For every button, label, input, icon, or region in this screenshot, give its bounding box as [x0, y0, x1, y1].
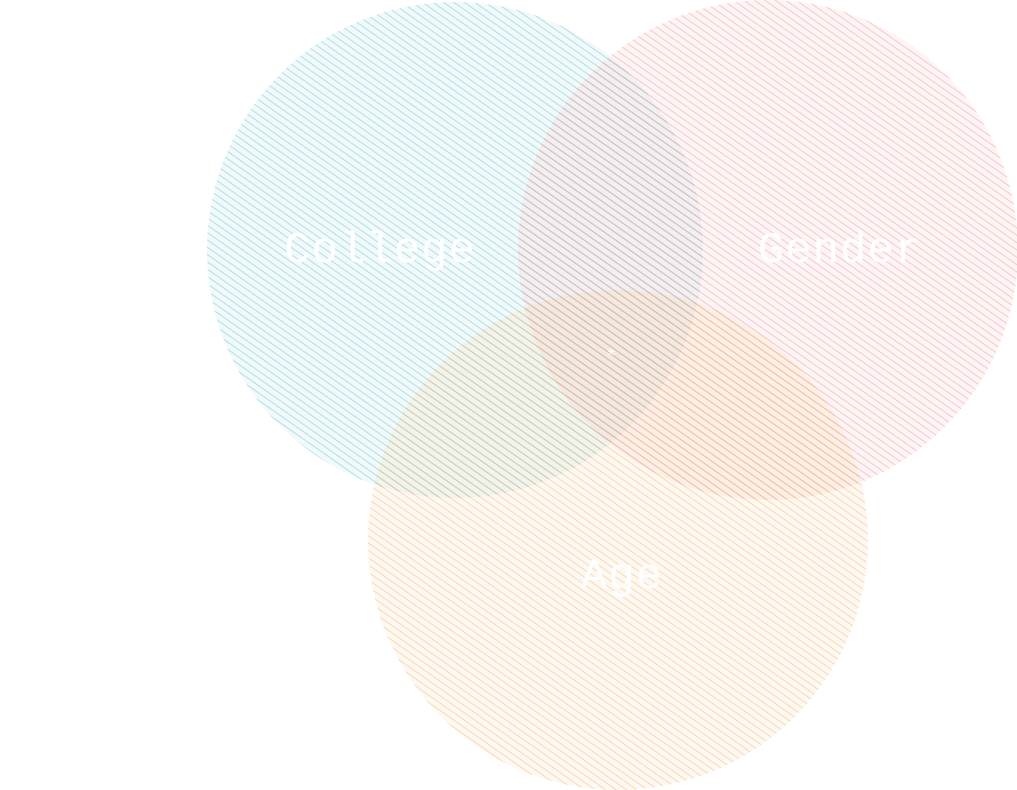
age-label: Age: [581, 552, 663, 602]
gender-label: Gender: [758, 226, 922, 276]
intersection-marker: *: [606, 348, 617, 368]
venn-circles: [207, 0, 1017, 790]
venn-labels: College Gender Age *: [284, 226, 922, 602]
college-label: College: [284, 226, 476, 276]
age-circle: [368, 290, 868, 790]
